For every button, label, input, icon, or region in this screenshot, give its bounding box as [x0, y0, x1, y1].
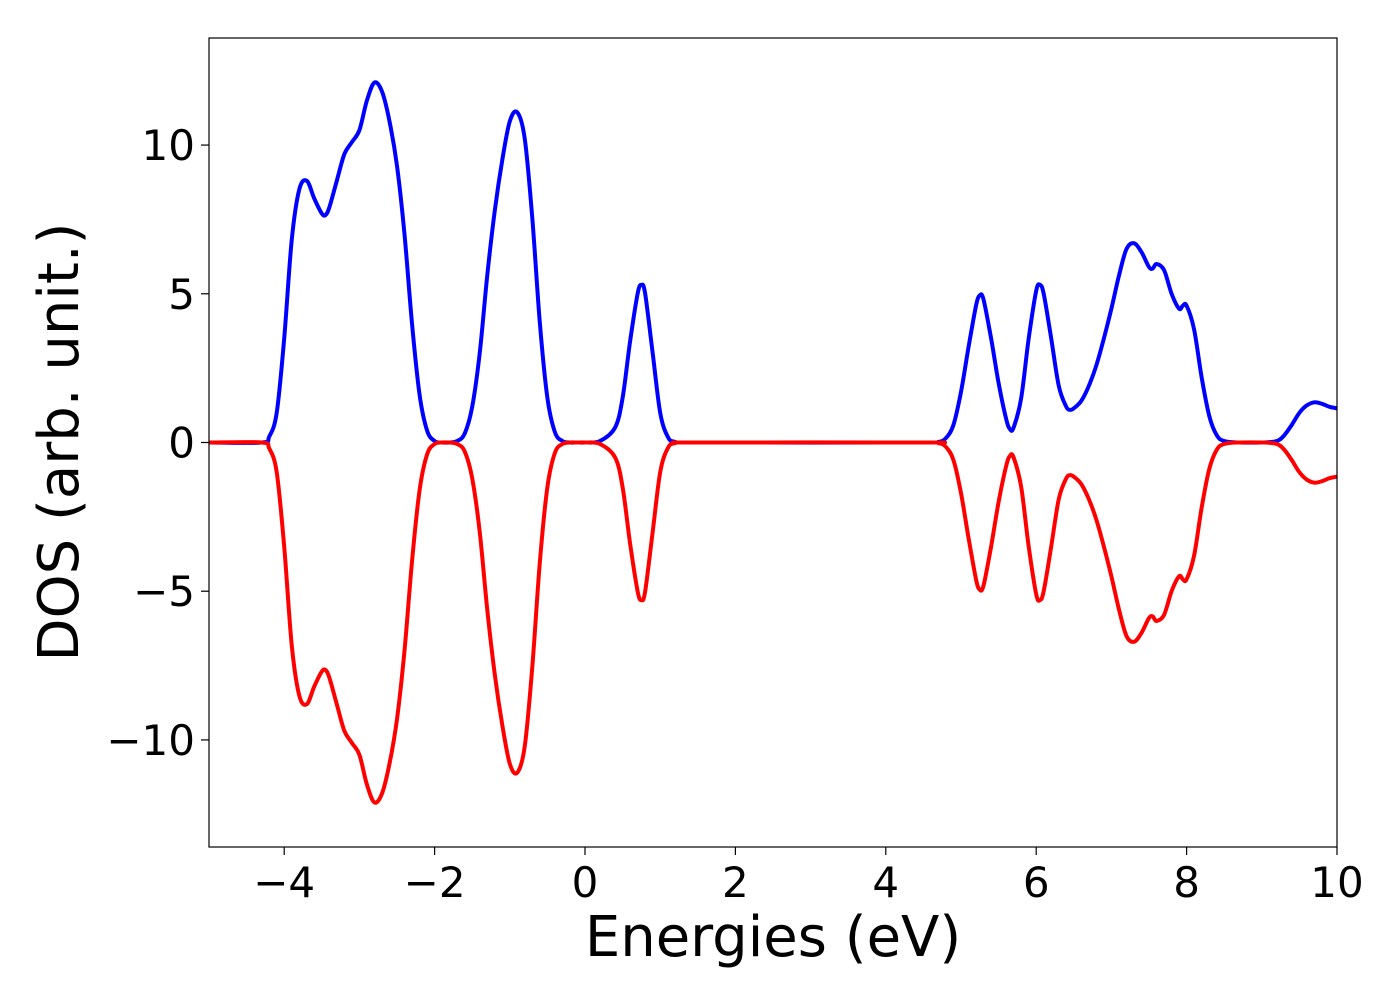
x-tick-label: 4 — [872, 858, 899, 907]
x-axis-ticks: −4 −2 0 2 4 6 8 10 — [253, 847, 1364, 907]
y-axis-ticks: −10 −5 0 5 10 — [106, 121, 209, 765]
y-tick-label: 10 — [142, 121, 195, 170]
x-tick-label: 2 — [722, 858, 749, 907]
x-tick-label: 10 — [1310, 858, 1363, 907]
y-tick-label: −5 — [133, 567, 195, 616]
x-tick-label: −4 — [253, 858, 315, 907]
x-tick-label: 8 — [1173, 858, 1200, 907]
series-layer — [208, 80, 1338, 805]
series-line-2 — [208, 440, 1338, 805]
y-tick-label: 5 — [168, 270, 195, 319]
x-tick-label: −2 — [404, 858, 466, 907]
x-tick-label: 0 — [572, 858, 599, 907]
series-line-1 — [208, 80, 1338, 445]
y-tick-label: 0 — [168, 419, 195, 468]
x-axis-label: Energies (eV) — [585, 905, 961, 970]
x-tick-label: 6 — [1023, 858, 1050, 907]
y-axis-label: DOS (arb. unit.) — [27, 222, 92, 661]
y-tick-label: −10 — [106, 716, 195, 765]
